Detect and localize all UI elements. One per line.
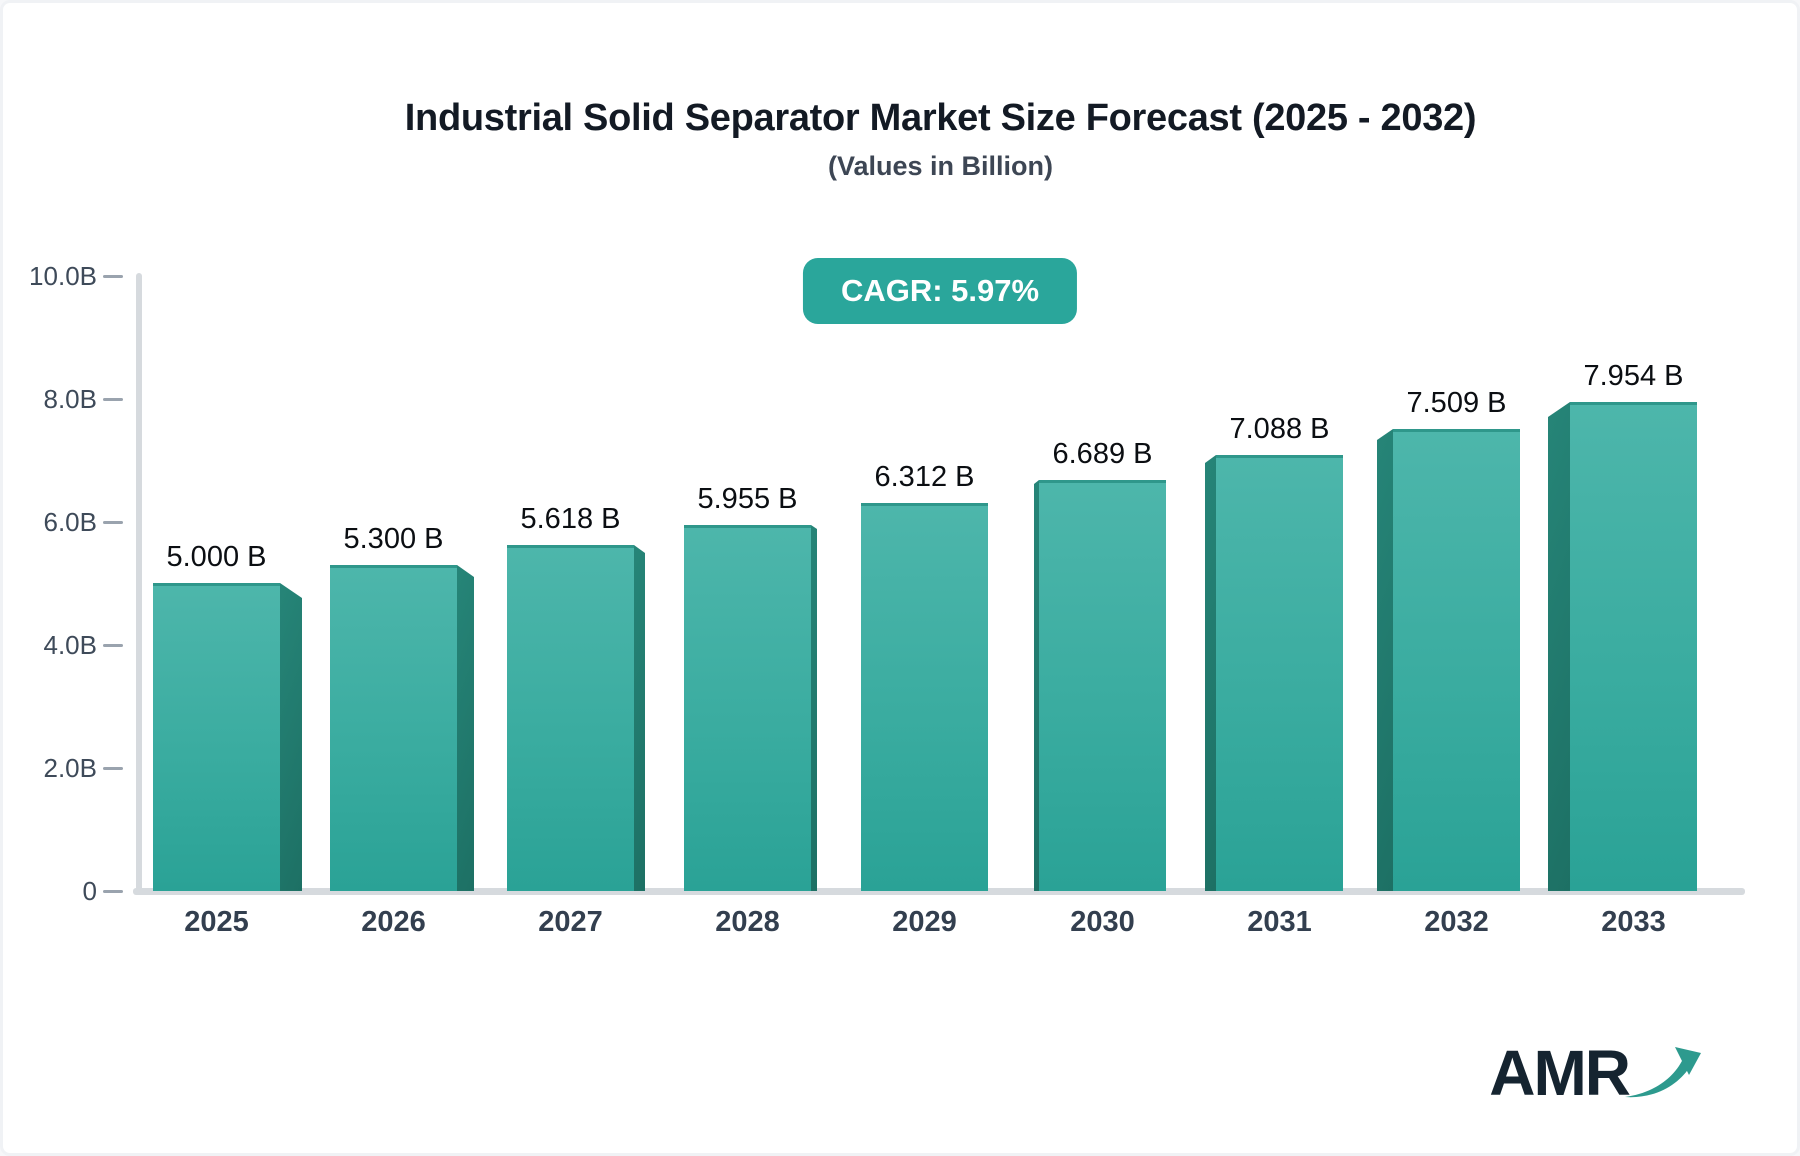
bar-group-2032: 7.509 B (1377, 387, 1520, 891)
x-tick-label: 2031 (1247, 906, 1312, 938)
bar-face (1570, 402, 1697, 891)
bar-side (1205, 455, 1216, 891)
y-tick-label: 0 (82, 876, 97, 906)
bar-group-2026: 5.300 B (330, 523, 474, 891)
bar-face (1039, 480, 1166, 891)
y-tick-dash (103, 890, 123, 893)
bar-group-2033: 7.954 B (1548, 360, 1697, 891)
y-tick-label: 10.0B (29, 261, 97, 291)
bar-value-label: 7.954 B (1583, 360, 1684, 392)
bar-group-2030: 6.689 B (1034, 438, 1166, 891)
y-tick-dash (103, 767, 123, 770)
y-tick-dash (103, 644, 123, 647)
x-tick-label: 2033 (1601, 906, 1666, 938)
bar-value-label: 5.618 B (520, 503, 621, 535)
bar-value-label: 6.689 B (1052, 438, 1153, 470)
y-tick-label: 6.0B (43, 507, 98, 537)
bar-group-2028: 5.955 B (684, 483, 817, 891)
bar-group-2031: 7.088 B (1205, 413, 1343, 891)
bar-side (1034, 480, 1039, 891)
y-tick-label: 8.0B (43, 384, 98, 414)
bar-face (330, 565, 457, 891)
bar-side (280, 583, 302, 891)
bar-side (811, 525, 817, 891)
chart-subtitle: (Values in Billion) (827, 151, 1054, 181)
x-tick-label: 2028 (715, 906, 780, 938)
bar-face (861, 503, 988, 891)
y-tick-dash (103, 521, 123, 524)
cagr-badge: CAGR: 5.97% (802, 258, 1078, 324)
bar-value-label: 5.000 B (166, 541, 267, 573)
x-tick-label: 2029 (892, 906, 957, 938)
bar-face (684, 525, 811, 891)
bar-group-2029: 6.312 B (861, 461, 988, 891)
y-tick-label: 4.0B (43, 630, 98, 660)
y-tick-dash (103, 398, 123, 401)
bar-face (507, 545, 634, 891)
x-tick-label: 2027 (538, 906, 603, 938)
growth-arrow-icon (1625, 1047, 1701, 1098)
logo-text: AMR (1489, 1037, 1631, 1109)
logo: AMR (1489, 1039, 1701, 1105)
bar-side (457, 565, 474, 891)
y-tick-label: 2.0B (43, 753, 98, 783)
x-tick-label: 2030 (1070, 906, 1135, 938)
bar-side (634, 545, 645, 891)
bar-group-2027: 5.618 B (507, 503, 645, 891)
chart-title: Industrial Solid Separator Market Size F… (404, 97, 1477, 139)
y-axis-line (136, 273, 142, 895)
bar-value-label: 5.300 B (343, 523, 444, 555)
bar-side (1377, 429, 1393, 891)
bar-value-label: 7.088 B (1229, 413, 1330, 445)
bar-value-label: 6.312 B (874, 461, 975, 493)
bar-face (153, 583, 280, 891)
bar-group-2025: 5.000 B (153, 541, 302, 891)
bar-value-label: 7.509 B (1406, 387, 1507, 419)
bar-value-label: 5.955 B (697, 483, 798, 515)
bar-face (1216, 455, 1343, 891)
x-axis-line (133, 888, 1745, 895)
x-tick-label: 2026 (361, 906, 426, 938)
bar-side (1548, 402, 1570, 891)
x-tick-label: 2025 (184, 906, 249, 938)
bar-face (1393, 429, 1520, 891)
x-tick-label: 2032 (1424, 906, 1489, 938)
y-tick-dash (103, 275, 123, 278)
